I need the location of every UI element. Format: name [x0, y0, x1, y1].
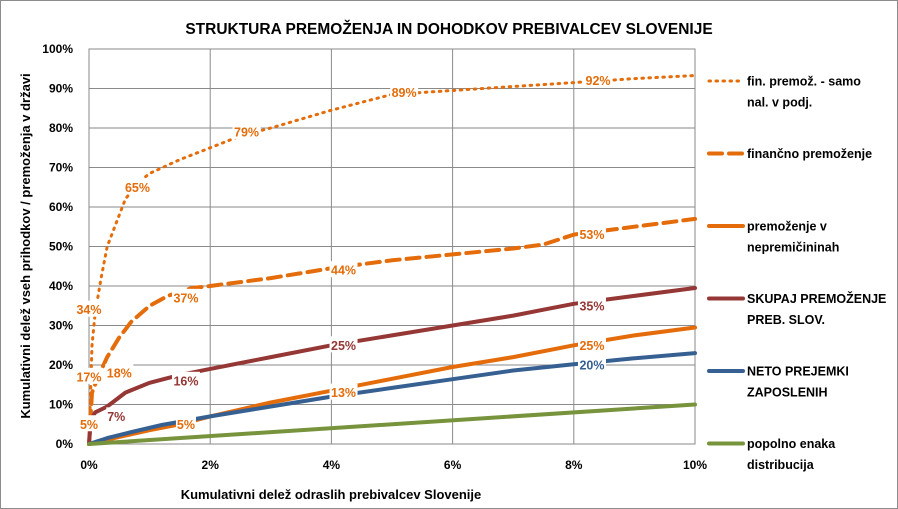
data-label-text: 20% [579, 359, 604, 373]
x-tick-label: 6% [444, 458, 462, 472]
data-label-text: 35% [579, 299, 604, 313]
legend-label: fin. premož. - samo nal. v podj. [747, 75, 861, 110]
data-label: 92% [584, 71, 613, 88]
data-label-bg [171, 371, 200, 388]
data-label-bg [75, 300, 103, 317]
data-label-text: 65% [125, 181, 150, 195]
y-tick-label: 10% [49, 398, 73, 412]
data-label-bg [577, 336, 606, 353]
data-label-bg [105, 363, 134, 380]
data-label-text: 53% [579, 228, 604, 242]
data-label-bg [232, 122, 261, 139]
data-label-bg [329, 336, 358, 353]
legend-label: premoženje v nepremičininah [747, 220, 839, 255]
grid [88, 48, 696, 445]
data-label-bg [171, 288, 200, 305]
data-label-bg [577, 296, 606, 313]
series-line-4 [87, 286, 697, 446]
x-tick-label: 0% [80, 458, 98, 472]
x-tick-label: 10% [683, 458, 707, 472]
y-tick-label: 20% [49, 358, 73, 372]
data-label-bg [106, 407, 127, 424]
data-label-bg [577, 225, 606, 242]
series-line-6 [87, 402, 697, 446]
data-label: 25% [329, 336, 358, 353]
legend-label: popolno enaka distribucija [747, 437, 836, 472]
y-tick-label: 30% [49, 319, 73, 333]
data-label-text: 37% [173, 291, 198, 305]
x-tick-label: 4% [323, 458, 341, 472]
data-label-bg [329, 383, 358, 400]
x-axis-title: Kumulativni delež odraslih prebivalcev S… [181, 487, 482, 502]
data-label: 5% [79, 415, 99, 432]
data-label-text: 5% [80, 418, 98, 432]
data-label-text: 17% [76, 370, 101, 384]
data-label-text: 34% [76, 303, 101, 317]
data-label-text: 89% [392, 86, 417, 100]
y-tick-label: 80% [49, 121, 73, 135]
data-label-text: 13% [331, 386, 356, 400]
y-tick-label: 90% [49, 82, 73, 96]
data-label-text: 25% [579, 339, 604, 353]
data-label: 20% [577, 356, 606, 373]
data-label-text: 79% [234, 125, 259, 139]
data-label-text: 25% [331, 339, 356, 353]
data-label: 13% [329, 383, 358, 400]
data-label-bg [584, 71, 613, 88]
data-label-bg [175, 415, 196, 432]
y-tick-label: 50% [49, 240, 73, 254]
legend-label: NETO PREJEMKI ZAPOSLENIH [747, 365, 849, 400]
data-label-text: 5% [177, 418, 195, 432]
data-label-bg [390, 83, 419, 100]
data-label-text: 7% [107, 410, 125, 424]
data-label: 34% [75, 300, 103, 317]
y-axis-title: Kumulativni delež vseh prihodkov / premo… [18, 73, 33, 418]
data-label-text: 44% [331, 264, 356, 278]
series-lines [87, 74, 697, 446]
data-label: 44% [329, 261, 358, 278]
data-label-bg [75, 367, 103, 384]
data-label: 16% [171, 371, 200, 388]
data-label-bg [123, 178, 152, 195]
data-label-text: 18% [107, 366, 132, 380]
plot-area [88, 48, 696, 445]
data-label-bg [79, 415, 99, 432]
data-label: 79% [232, 122, 261, 139]
data-label-text: 16% [173, 374, 198, 388]
data-label: 53% [577, 225, 606, 242]
data-labels: 34% 65% 79% 89% 92% 17% 18% 37% 44% 53% 5% 5% 13% 25%… [75, 71, 613, 432]
data-label-bg [329, 261, 358, 278]
data-label: 65% [123, 178, 152, 195]
data-label: 37% [171, 288, 200, 305]
series-line-2 [87, 216, 697, 446]
x-tick-label: 8% [565, 458, 583, 472]
legend: fin. premož. - samo nal. v podj. finančno … [707, 75, 886, 472]
axes: 0% 10% 20% 30% 40% 50% 60% 70% 80% 90% 100% 0% 2% 4% 6… [42, 42, 707, 472]
data-label-bg [577, 356, 606, 372]
data-label-text: 92% [586, 74, 611, 88]
y-tick-label: 40% [49, 279, 73, 293]
y-tick-label: 70% [49, 161, 73, 175]
data-label: 5% [175, 415, 196, 432]
data-label: 17% [75, 367, 103, 384]
legend-label: finančno premoženje [747, 147, 872, 161]
y-tick-label: 0% [56, 437, 74, 451]
data-label: 89% [390, 83, 419, 100]
x-tick-label: 2% [202, 458, 220, 472]
data-label: 7% [106, 407, 127, 424]
data-label: 18% [105, 363, 134, 380]
y-tick-label: 60% [49, 200, 73, 214]
chart-title: STRUKTURA PREMOŽENJA IN DOHODKOV PREBIVA… [185, 20, 712, 38]
data-label: 25% [577, 336, 606, 353]
series-line-1 [87, 74, 697, 446]
data-label: 35% [577, 296, 606, 313]
legend-label: SKUPAJ PREMOŽENJE PREB. SLOV. [747, 291, 886, 327]
y-tick-label: 100% [42, 42, 73, 56]
